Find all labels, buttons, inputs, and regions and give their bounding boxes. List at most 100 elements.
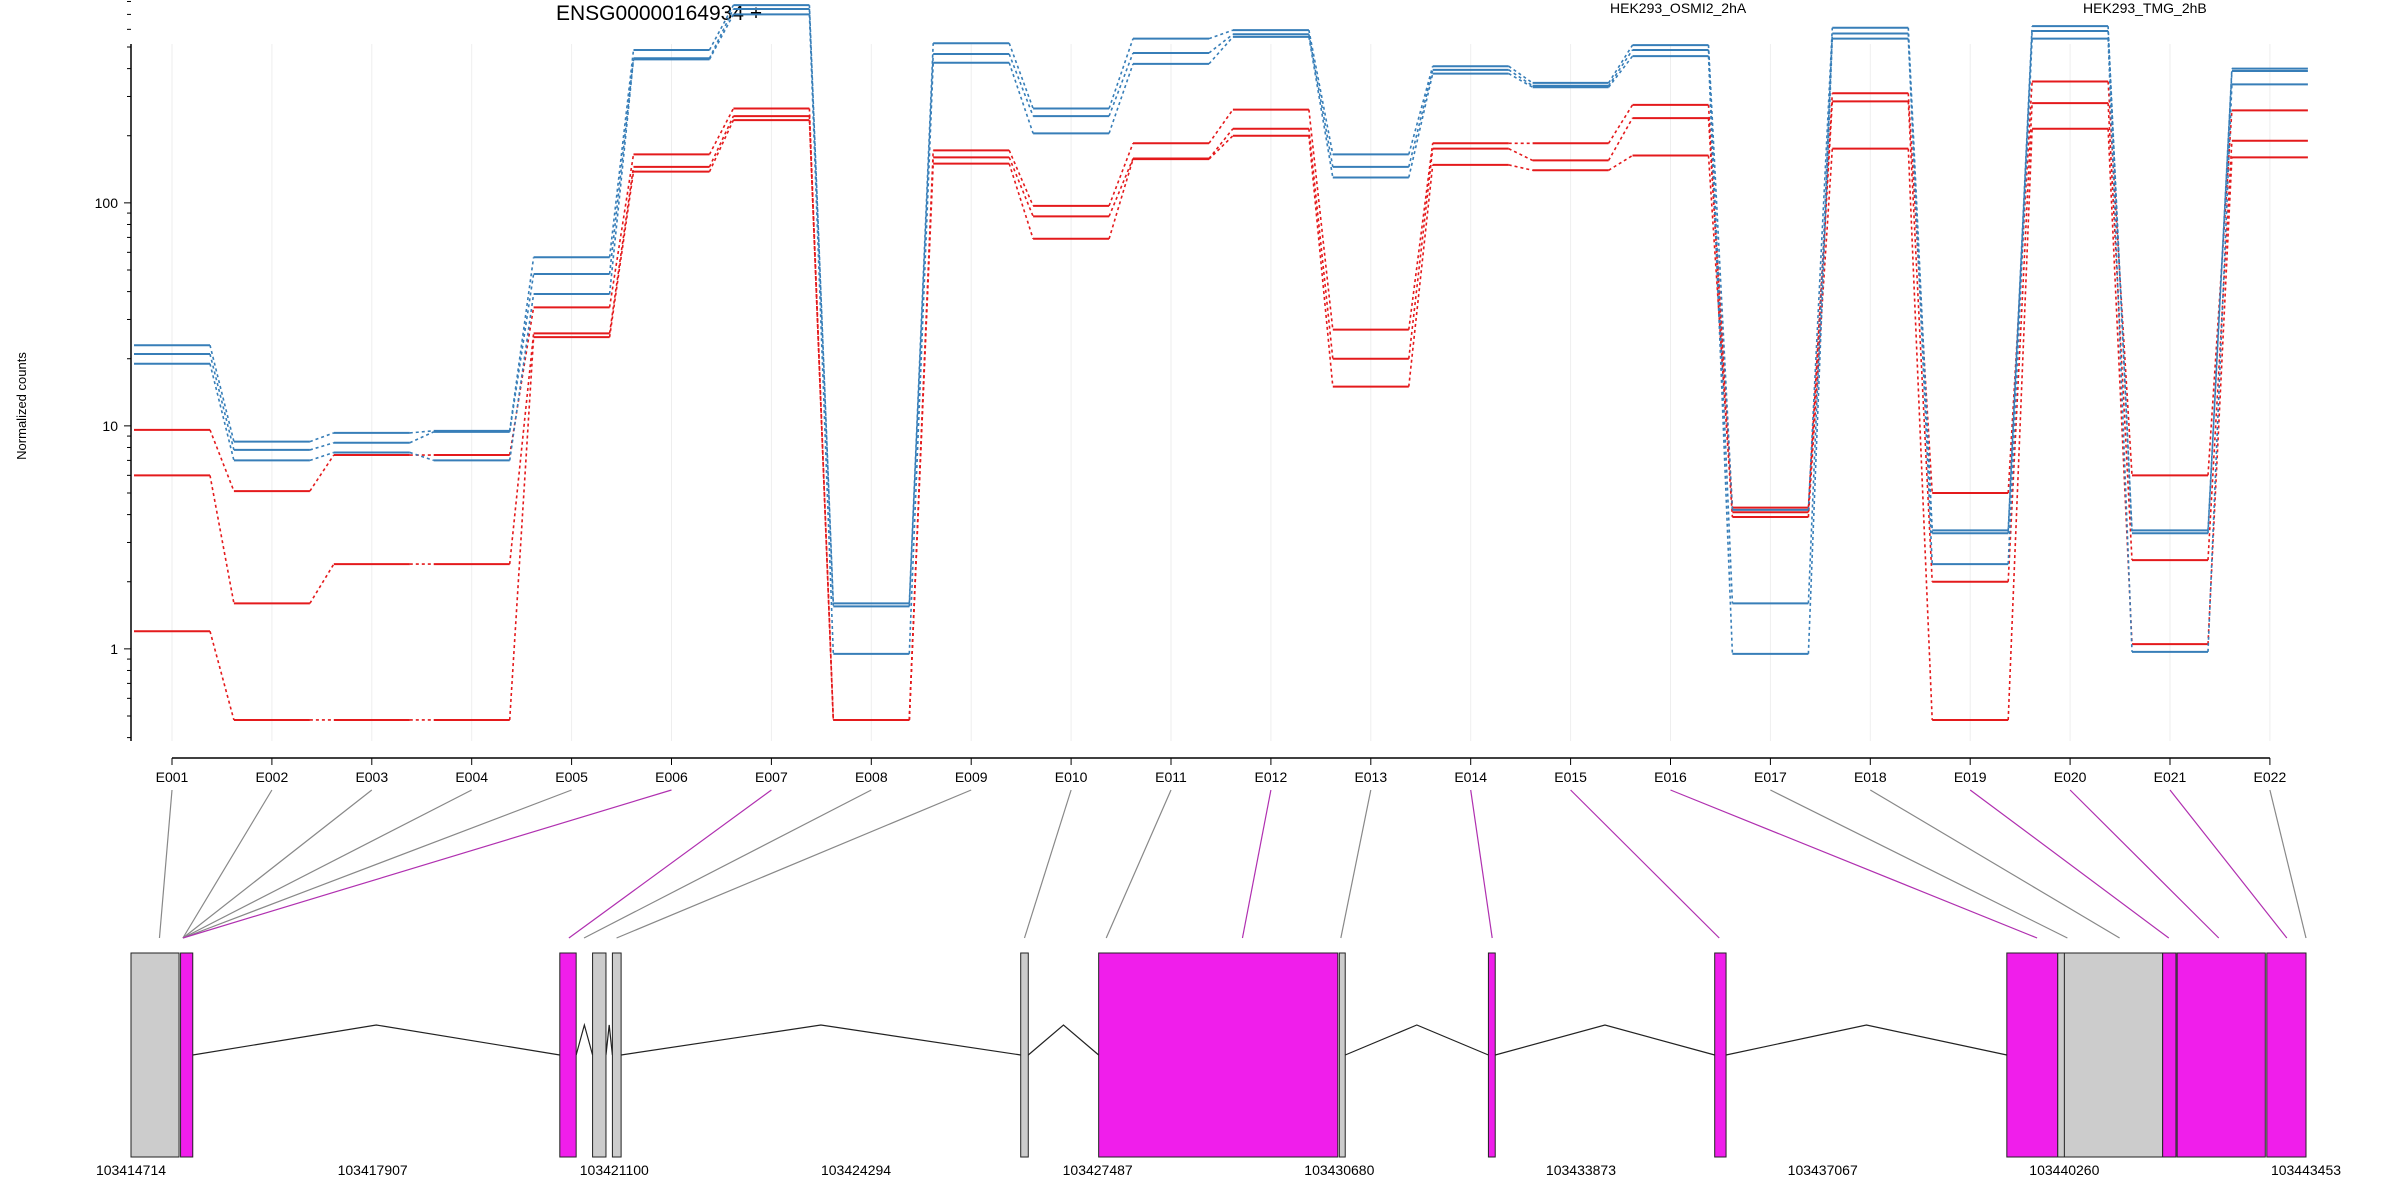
series-connector <box>1607 117 1634 161</box>
series-connector <box>1308 128 1334 359</box>
coordinate-label: 103417907 <box>338 1162 408 1178</box>
series-connector <box>708 14 735 60</box>
series-connector <box>1607 44 1634 84</box>
series-connector <box>1008 163 1034 240</box>
series-connector <box>1008 157 1034 217</box>
intron-line <box>1344 1024 1489 1056</box>
series-connector <box>2107 103 2133 561</box>
series-connector <box>1408 164 1434 387</box>
x-tick-label: E020 <box>2054 769 2087 785</box>
coordinate-label: 103443453 <box>2271 1162 2341 1178</box>
series-connector <box>608 166 635 334</box>
series-connector <box>1508 65 1534 84</box>
series-connector <box>1208 29 1234 40</box>
series-connector <box>1408 73 1434 178</box>
series-connector <box>2007 128 2033 720</box>
series-connector <box>309 441 335 451</box>
x-tick-label: E005 <box>555 769 588 785</box>
series-connector <box>608 154 635 308</box>
intron-line <box>1725 1024 2007 1056</box>
series-connector <box>508 337 535 720</box>
series-connector <box>808 116 835 720</box>
series-connector <box>1508 69 1534 87</box>
legend-item-tmg: HEK293_TMG_2hB <box>2083 0 2207 16</box>
x-tick-label: E017 <box>1754 769 1787 785</box>
series-connector <box>808 14 835 654</box>
series-connector <box>2007 103 2033 582</box>
series-connector <box>1907 38 1933 565</box>
series-connector <box>608 49 635 258</box>
exon-block <box>2162 952 2177 1158</box>
x-tick-label: E011 <box>1155 769 1187 785</box>
series-connector <box>708 115 735 168</box>
series-connector <box>1807 148 1834 518</box>
coordinate-label: 103437067 <box>1788 1162 1858 1178</box>
series-connector <box>808 5 835 604</box>
y-axis-label: Normalized counts <box>14 352 29 460</box>
x-tick-label: E009 <box>955 769 988 785</box>
x-tick-label: E013 <box>1354 769 1387 785</box>
series-connector <box>1208 36 1234 65</box>
exon-block <box>2176 952 2266 1158</box>
exon-connector <box>1869 789 2120 939</box>
series-connector <box>1108 142 1134 207</box>
series-connector <box>409 431 435 444</box>
series-connector <box>1408 143 1434 330</box>
series-connector <box>908 53 934 607</box>
series-connector <box>1607 49 1634 87</box>
x-tick-label: E006 <box>655 769 688 785</box>
coordinate-label: 103440260 <box>2029 1162 2099 1178</box>
grid-lines <box>171 44 2271 741</box>
series-connector <box>2107 128 2133 645</box>
series-connector <box>409 451 434 462</box>
exon-connector-lines <box>158 789 2307 939</box>
exon-connector <box>583 789 872 939</box>
series-connector <box>209 363 235 461</box>
coordinate-label: 103433873 <box>1546 1162 1616 1178</box>
series-connector <box>908 163 934 720</box>
coordinate-label: 103427487 <box>1063 1162 1133 1178</box>
series-connector <box>708 119 735 173</box>
series-connector <box>708 8 735 59</box>
exon-block <box>1020 952 1029 1158</box>
exon-block <box>180 952 194 1158</box>
x-tick-label: E021 <box>2154 769 2187 785</box>
exon-connector <box>182 789 373 939</box>
x-tick-label: E012 <box>1255 769 1288 785</box>
exon-block <box>2266 952 2307 1158</box>
intron-line <box>621 1024 1021 1056</box>
series-connector <box>209 475 235 604</box>
series-connector <box>1608 154 1633 171</box>
x-tick-label: E018 <box>1854 769 1887 785</box>
exon-connector <box>1470 789 1493 939</box>
intron-line <box>1027 1024 1100 1056</box>
series-connector <box>1707 155 1734 518</box>
y-tick-label: 10 <box>102 418 118 434</box>
exon-connector <box>182 789 572 939</box>
x-tick-label: E008 <box>855 769 888 785</box>
series-connector <box>209 429 235 492</box>
series-connector <box>608 171 635 338</box>
series-connector <box>409 430 434 434</box>
series-connector <box>1008 150 1034 207</box>
series-lines <box>134 4 2308 721</box>
series-connector <box>1308 135 1334 387</box>
series-connector <box>508 273 535 432</box>
x-tick-label: E014 <box>1454 769 1487 785</box>
x-tick-label: E016 <box>1654 769 1687 785</box>
series-connector <box>808 8 835 607</box>
x-tick-label: E003 <box>355 769 388 785</box>
series-connector <box>508 293 535 461</box>
intron-line <box>575 1022 594 1056</box>
series-connector <box>1508 164 1533 172</box>
series-connector <box>2207 68 2233 531</box>
series-connector <box>708 4 735 51</box>
series-connector <box>2207 71 2233 534</box>
exon-connector <box>616 789 972 939</box>
series-connector <box>1907 33 1933 534</box>
exon-block <box>1714 952 1727 1158</box>
intron-line <box>1495 1024 1715 1056</box>
exon-block <box>611 952 622 1158</box>
series-connector <box>1308 109 1334 330</box>
exon-block <box>1338 952 1346 1158</box>
